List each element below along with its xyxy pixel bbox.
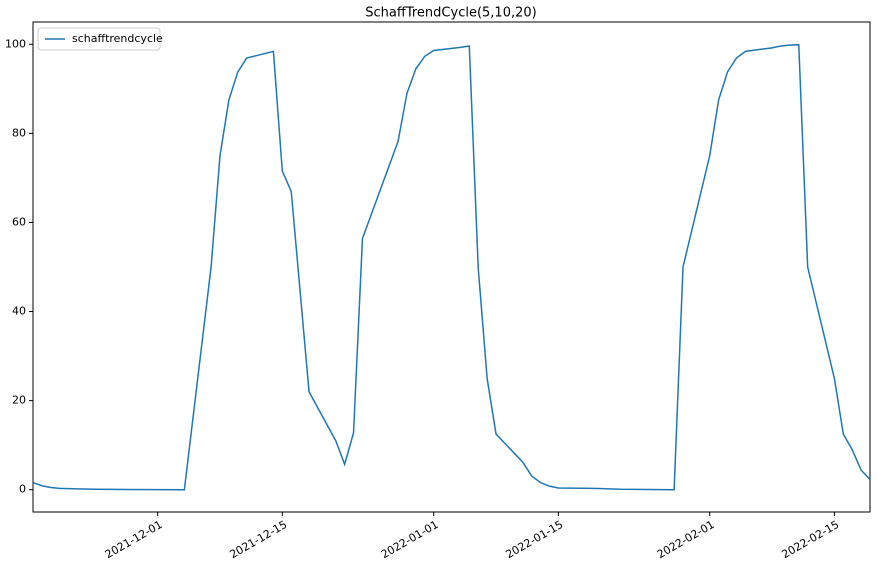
plot-frame	[32, 21, 871, 513]
legend-label: schafftrendcycle	[72, 32, 163, 45]
x-tick-label: 2021-12-01	[103, 518, 165, 561]
y-tick-label: 100	[5, 37, 26, 50]
y-tick-label: 60	[12, 215, 26, 228]
chart-title: SchaffTrendCycle(5,10,20)	[365, 6, 536, 21]
y-tick-label: 40	[12, 305, 26, 318]
legend-box	[37, 27, 161, 51]
x-tick-label: 2022-01-01	[379, 518, 441, 561]
x-tick-label: 2021-12-15	[227, 518, 289, 561]
series-line	[33, 43, 870, 491]
x-tick-label: 2022-02-01	[655, 518, 717, 561]
y-tick-label: 80	[12, 126, 26, 139]
x-tick-label: 2022-02-15	[780, 518, 842, 561]
x-tick-label: 2022-01-15	[503, 518, 565, 561]
y-tick-label: 20	[12, 394, 26, 407]
y-tick-label: 0	[19, 483, 26, 496]
